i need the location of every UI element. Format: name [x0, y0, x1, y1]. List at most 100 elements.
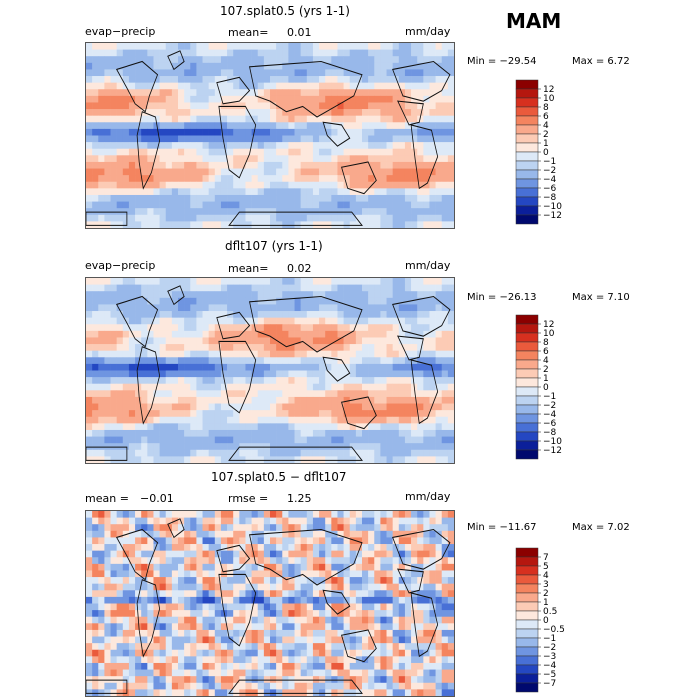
field-cell: [227, 449, 234, 457]
field-cell: [92, 311, 99, 319]
field-cell: [300, 544, 308, 552]
field-cell: [325, 629, 332, 637]
field-cell: [392, 570, 400, 578]
field-cell: [159, 583, 167, 591]
field-cell: [251, 175, 259, 183]
field-cell: [227, 194, 234, 202]
field-cell: [368, 168, 375, 176]
field-cell: [116, 511, 124, 519]
field-cell: [233, 410, 240, 418]
field-cell: [245, 436, 252, 444]
field-cell: [429, 583, 436, 591]
field-cell: [98, 135, 105, 143]
field-cell: [429, 436, 436, 444]
field-cell: [110, 570, 117, 578]
field-cell: [380, 403, 387, 411]
field-cell: [208, 443, 216, 451]
field-cell: [398, 344, 406, 352]
field-cell: [153, 337, 160, 345]
field-cell: [386, 590, 393, 598]
mean-label: mean=: [228, 26, 269, 39]
field-cell: [147, 142, 154, 150]
field-cell: [135, 344, 142, 352]
field-cell: [398, 583, 406, 591]
field-cell: [319, 330, 326, 338]
field-cell: [276, 596, 283, 604]
field-cell: [214, 636, 222, 644]
field-cell: [141, 95, 148, 103]
field-cell: [245, 95, 252, 103]
field-cell: [392, 557, 400, 565]
field-cell: [447, 636, 454, 644]
field-cell: [362, 416, 369, 424]
field-cell: [196, 284, 203, 292]
field-cell: [220, 544, 228, 552]
field-cell: [116, 377, 124, 385]
field-cell: [141, 208, 148, 216]
field-cell: [429, 69, 436, 77]
field-cell: [110, 122, 117, 130]
coastline: [86, 211, 128, 226]
field-cell: [159, 284, 167, 292]
field-cell: [233, 69, 240, 77]
field-cell: [98, 370, 105, 378]
field-cell: [202, 449, 209, 457]
colorbar-level-label: 0: [543, 148, 549, 158]
field-cell: [196, 390, 203, 398]
field-cell: [257, 524, 265, 532]
field-cell: [380, 69, 387, 77]
field-cell: [300, 128, 308, 136]
field-cell: [312, 161, 320, 169]
field-cell: [98, 390, 105, 398]
field-cell: [306, 429, 314, 437]
field-cell: [263, 337, 271, 345]
field-cell: [411, 436, 418, 444]
field-cell: [392, 656, 400, 664]
field-cell: [171, 544, 179, 552]
field-cell: [159, 557, 167, 565]
field-cell: [98, 102, 105, 110]
field-cell: [263, 629, 271, 637]
field-cell: [276, 524, 283, 532]
field-cell: [220, 403, 228, 411]
field-cell: [122, 188, 130, 196]
field-cell: [86, 563, 93, 571]
field-cell: [208, 109, 216, 117]
field-cell: [208, 570, 216, 578]
field-cell: [98, 291, 105, 299]
field-cell: [362, 168, 369, 176]
field-cell: [349, 383, 357, 391]
field-cell: [349, 511, 357, 519]
field-cell: [128, 544, 136, 552]
colorbar-swatch: [515, 449, 539, 460]
field-cell: [110, 142, 117, 150]
field-cell: [435, 537, 443, 545]
field-cell: [220, 115, 228, 123]
colorbar-level-label: −2: [543, 401, 556, 411]
field-cell: [288, 390, 295, 398]
field-cell: [331, 550, 338, 558]
map-field: [86, 43, 454, 228]
field-cell: [159, 416, 167, 424]
field-cell: [374, 570, 381, 578]
field-cell: [202, 284, 209, 292]
field-cell: [288, 616, 295, 624]
field-cell: [423, 669, 430, 677]
field-cell: [374, 596, 381, 604]
field-cell: [349, 278, 357, 286]
field-cell: [245, 649, 252, 657]
field-cell: [220, 168, 228, 176]
field-cell: [86, 616, 93, 624]
field-cell: [368, 390, 375, 398]
field-cell: [220, 109, 228, 117]
field-cell: [294, 56, 301, 64]
field-cell: [263, 557, 271, 565]
field-cell: [184, 69, 191, 77]
field-cell: [362, 537, 369, 545]
field-cell: [214, 155, 222, 163]
field-cell: [331, 643, 338, 651]
colorbar-swatch: [515, 115, 539, 126]
field-cell: [190, 429, 197, 437]
field-cell: [441, 623, 449, 631]
field-cell: [153, 194, 160, 202]
